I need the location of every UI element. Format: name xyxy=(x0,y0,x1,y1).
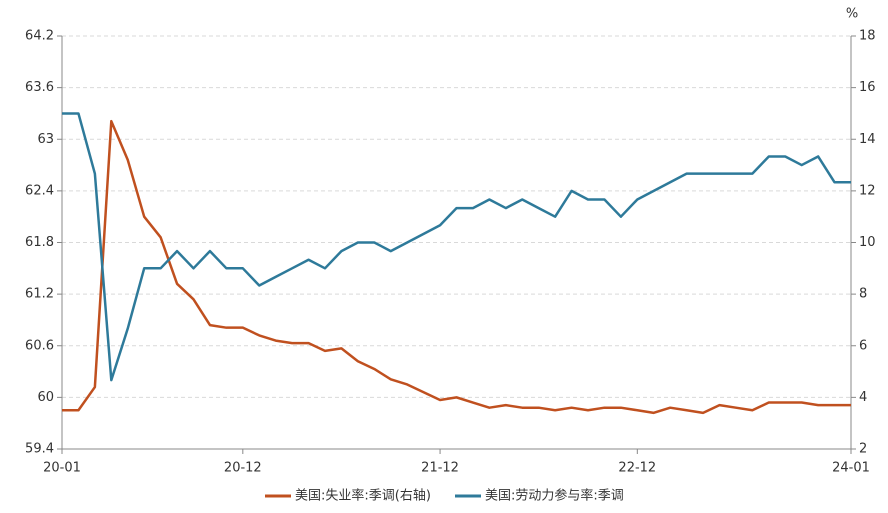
y-tick-label: 62.4 xyxy=(25,183,54,198)
y2-tick-label: 8 xyxy=(859,287,867,302)
y2-tick-label: 14 xyxy=(859,132,876,147)
y2-tick-label: 16 xyxy=(859,80,876,95)
y-tick-label: 60 xyxy=(37,390,54,405)
y-tick-label: 63 xyxy=(37,132,54,147)
y-tick-label: 63.6 xyxy=(25,80,54,95)
y2-tick-label: 4 xyxy=(859,390,867,405)
y2-axis-unit: % xyxy=(846,7,858,22)
y2-tick-label: 2 xyxy=(859,442,867,457)
legend-label: 美国:失业率:季调(右轴) xyxy=(295,488,431,504)
x-tick-label: 20-12 xyxy=(224,461,262,476)
y-tick-label: 59.4 xyxy=(25,442,54,457)
y-tick-label: 60.6 xyxy=(25,338,54,353)
x-tick-label: 22-12 xyxy=(618,461,656,476)
y2-tick-label: 18 xyxy=(859,29,876,44)
y-tick-label: 61.8 xyxy=(25,235,54,250)
y2-tick-label: 6 xyxy=(859,338,867,353)
legend-label: 美国:劳动力参与率:季调 xyxy=(485,488,624,504)
x-tick-label: 20-01 xyxy=(43,461,81,476)
series-line xyxy=(62,119,851,415)
series-line xyxy=(62,112,851,382)
y2-tick-label: 10 xyxy=(859,235,876,250)
y-tick-label: 64.2 xyxy=(25,29,54,44)
y-tick-label: 61.2 xyxy=(25,287,54,302)
x-tick-label: 24-01 xyxy=(832,461,870,476)
x-tick-label: 21-12 xyxy=(421,461,459,476)
y2-tick-label: 12 xyxy=(859,183,876,198)
